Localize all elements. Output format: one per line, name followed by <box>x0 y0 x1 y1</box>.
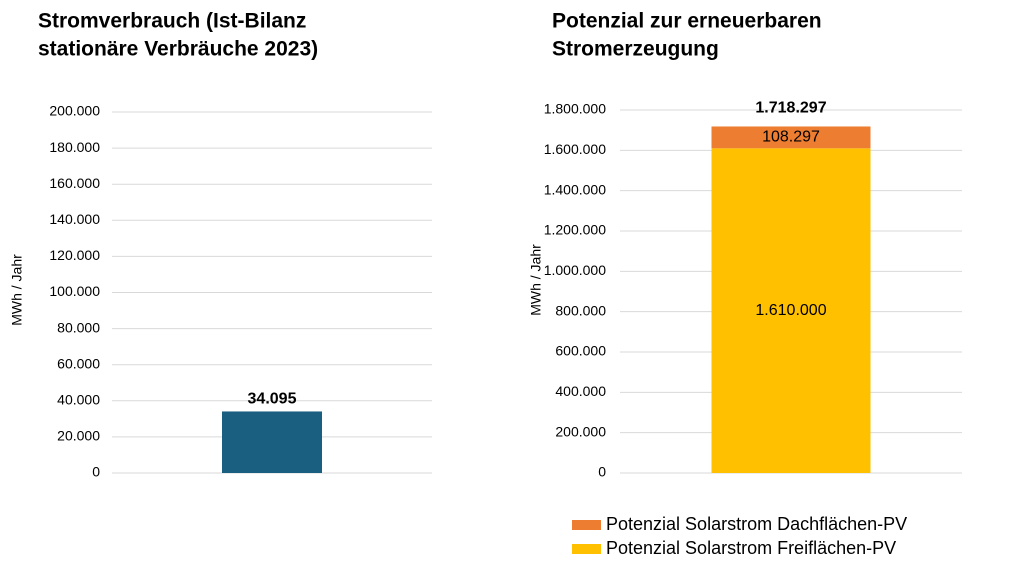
bar-segment <box>711 148 871 474</box>
y-tick-label: 1.600.000 <box>544 141 606 157</box>
y-tick-label: 40.000 <box>57 392 100 408</box>
y-tick-label: 140.000 <box>49 211 100 227</box>
chart-title: Potenzial zur erneuerbaren <box>552 10 822 33</box>
y-axis-label: MWh / Jahr <box>9 254 25 326</box>
y-tick-label: 120.000 <box>49 247 100 263</box>
y-tick-label: 1.400.000 <box>544 181 606 197</box>
y-axis-label: MWh / Jahr <box>528 244 544 316</box>
chart-title: stationäre Verbräuche 2023) <box>38 38 318 61</box>
y-tick-label: 800.000 <box>555 302 606 318</box>
data-label: 108.297 <box>762 129 820 146</box>
y-tick-label: 600.000 <box>555 343 606 359</box>
y-tick-label: 180.000 <box>49 139 100 155</box>
y-tick-label: 80.000 <box>57 319 100 335</box>
y-tick-label: 400.000 <box>555 383 606 399</box>
bar-segment <box>711 126 871 149</box>
bar <box>222 411 322 473</box>
y-tick-label: 0 <box>92 464 100 480</box>
legend-swatch <box>572 544 601 554</box>
chart-title: Stromverbrauch (Ist-Bilanz <box>38 10 306 33</box>
y-tick-label: 60.000 <box>57 355 100 371</box>
legend-label: Potenzial Solarstrom Freiflächen-PV <box>606 538 896 558</box>
y-tick-label: 1.800.000 <box>544 101 606 117</box>
total-label: 1.718.297 <box>755 100 826 117</box>
y-tick-label: 100.000 <box>49 283 100 299</box>
data-label: 34.095 <box>248 391 297 408</box>
y-tick-label: 160.000 <box>49 175 100 191</box>
legend-swatch <box>572 520 601 530</box>
chart-title: Stromerzeugung <box>552 38 719 61</box>
y-tick-label: 0 <box>598 464 606 480</box>
y-tick-label: 1.200.000 <box>544 222 606 238</box>
y-tick-label: 1.000.000 <box>544 262 606 278</box>
y-tick-label: 200.000 <box>555 423 606 439</box>
y-tick-label: 200.000 <box>49 103 100 119</box>
data-label: 1.610.000 <box>755 302 826 319</box>
legend-label: Potenzial Solarstrom Dachflächen-PV <box>606 514 907 534</box>
y-tick-label: 20.000 <box>57 428 100 444</box>
